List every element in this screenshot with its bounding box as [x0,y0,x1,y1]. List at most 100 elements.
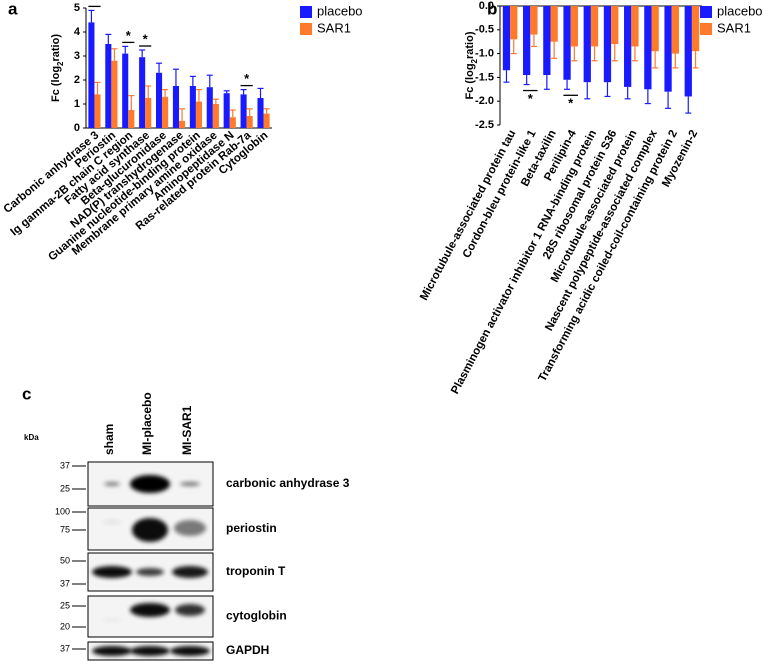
y-tick-label: 0.0 [479,0,494,12]
significance-label: * [92,0,98,7]
legend-label: placebo [717,3,763,18]
blot-band [130,475,170,493]
lane-label: sham [102,424,116,455]
blot-band [92,646,132,656]
unit-label: kDa [24,433,39,442]
y-axis-label-part: 2 [470,58,479,63]
bar [111,60,118,128]
bar [212,104,219,128]
blot-band [104,482,120,486]
bar [611,6,619,45]
blot-band [130,646,170,656]
bar [590,6,599,47]
marker-label: 50 [60,555,70,565]
y-tick-label: 3 [74,50,80,62]
lane-label: MI-placebo [140,392,154,455]
bar [246,116,253,128]
bar [189,86,196,128]
panel-label: c [22,384,31,403]
bar [172,86,179,128]
y-axis-label-part: 2 [56,61,65,66]
row-label: cytoglobin [226,609,287,623]
y-tick-label: 1 [74,98,80,110]
y-tick-label: -0.5 [475,24,494,36]
row-label: periostin [226,521,277,535]
bar [583,6,591,83]
y-tick-label: 5 [74,2,80,14]
bar [240,94,247,128]
row-label: troponin T [226,564,286,578]
bar [139,57,146,129]
y-axis-label-part: ratio) [464,31,476,59]
marker-label: 25 [60,600,70,610]
panel-label: b [487,0,497,18]
y-tick-label: -1.0 [475,48,494,60]
bar [162,96,169,128]
bar [206,87,213,128]
x-tick-label: Microtubule-associated protein tau [418,128,518,302]
y-tick-label: -1.5 [475,71,494,83]
bar [94,94,101,128]
bar [105,44,112,128]
bar [156,72,163,128]
bar [145,98,152,128]
blot-band [170,646,210,656]
y-tick-label: -2.5 [475,119,494,131]
bar [624,6,632,87]
legend-swatch [700,23,712,35]
significance-label: * [528,91,534,106]
bar [257,98,264,128]
blot-band [180,482,200,486]
bar [122,53,129,128]
legend-swatch [700,6,712,18]
panel-label: a [8,0,18,18]
y-axis-label: Fc (log2ratio) [50,34,65,102]
legend-swatch [300,23,312,35]
marker-label: 75 [60,524,70,534]
bar [570,6,578,47]
row-label: GAPDH [226,643,269,657]
marker-label: 37 [60,643,70,653]
bar [510,6,518,40]
significance-label: * [568,96,574,111]
blot-band [174,520,206,536]
bar [229,117,236,128]
y-axis-label-part: ratio) [50,34,62,62]
x-tick-label: Plasminogen activator inhibitor 1 RNA-bi… [449,128,599,396]
blot-band [92,566,132,578]
bar [543,6,551,76]
bar [664,6,672,92]
legend-swatch [300,6,312,18]
blot-band [102,519,122,525]
bar [530,6,538,35]
bar [563,6,571,80]
marker-label: 20 [60,621,70,631]
blot-band [136,568,164,576]
legend-label: SAR1 [317,20,351,35]
y-axis-label-part: Fc (log [50,66,62,102]
bar [691,6,700,52]
y-tick-label: 0 [74,122,80,134]
y-axis-label: Fc (log2ratio) [464,31,479,99]
bar [195,101,202,128]
bar [603,6,612,83]
blot-band [172,566,208,578]
bar [684,6,692,97]
lane-label: MI-SAR1 [180,405,194,455]
significance-label: * [244,71,250,86]
significance-label: * [143,31,149,46]
marker-label: 37 [60,578,70,588]
bar [644,6,652,90]
marker-label: 25 [60,483,70,493]
bar [631,6,639,47]
bar [88,22,95,128]
marker-label: 100 [55,506,70,516]
legend-label: SAR1 [717,20,751,35]
y-tick-label: -2.0 [475,95,494,107]
row-label: carbonic anhydrase 3 [226,476,350,490]
bar [671,6,679,54]
bar [651,6,659,52]
bar [223,93,230,128]
